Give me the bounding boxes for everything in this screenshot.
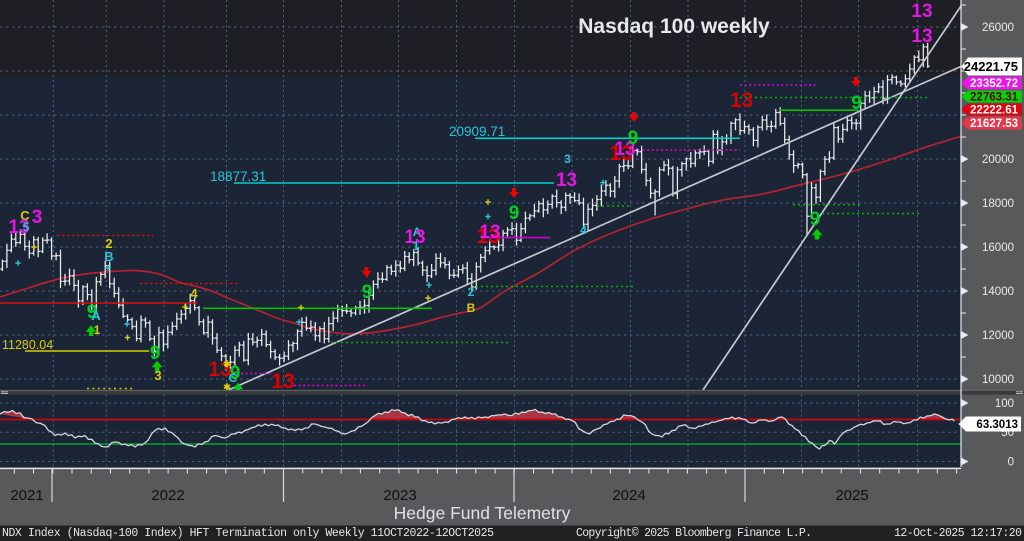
svg-text:13: 13 bbox=[476, 225, 499, 248]
svg-text:Nasdaq 100 weekly: Nasdaq 100 weekly bbox=[578, 15, 770, 38]
svg-text:9: 9 bbox=[150, 343, 161, 364]
svg-text:C: C bbox=[20, 208, 30, 223]
svg-text:13: 13 bbox=[730, 89, 753, 112]
svg-text:13: 13 bbox=[479, 222, 500, 243]
svg-text:100: 100 bbox=[995, 398, 1014, 410]
svg-text:0: 0 bbox=[1008, 457, 1014, 469]
svg-text:13: 13 bbox=[614, 139, 635, 160]
svg-text:2023: 2023 bbox=[383, 487, 416, 504]
svg-text:2021: 2021 bbox=[10, 487, 43, 504]
svg-text:9: 9 bbox=[628, 128, 639, 149]
svg-text:13: 13 bbox=[556, 170, 577, 191]
svg-text:13: 13 bbox=[609, 142, 632, 165]
svg-text:9: 9 bbox=[230, 363, 241, 384]
svg-text:3: 3 bbox=[564, 152, 571, 166]
svg-text:23352.72: 23352.72 bbox=[970, 78, 1018, 90]
svg-text:1: 1 bbox=[94, 323, 101, 337]
svg-text:16000: 16000 bbox=[982, 242, 1014, 254]
svg-text:14000: 14000 bbox=[982, 286, 1014, 298]
svg-text:20000: 20000 bbox=[982, 154, 1014, 166]
svg-text:5: 5 bbox=[23, 220, 30, 234]
svg-text:2022: 2022 bbox=[151, 487, 184, 504]
svg-text:✱: ✱ bbox=[223, 382, 231, 392]
svg-text:26000: 26000 bbox=[982, 22, 1014, 34]
svg-text:12000: 12000 bbox=[982, 330, 1014, 342]
svg-text:C: C bbox=[229, 371, 238, 385]
svg-text:2: 2 bbox=[468, 285, 475, 299]
svg-text:NDX Index (Nasdaq-100 Index) H: NDX Index (Nasdaq-100 Index) HFT Termina… bbox=[2, 527, 494, 540]
svg-text:9: 9 bbox=[362, 282, 373, 303]
svg-text:Hedge Fund Telemetry: Hedge Fund Telemetry bbox=[394, 503, 571, 523]
svg-text:63.3013: 63.3013 bbox=[976, 419, 1018, 431]
svg-text:13: 13 bbox=[208, 358, 231, 381]
svg-text:B: B bbox=[104, 249, 113, 264]
svg-text:24221.75: 24221.75 bbox=[964, 59, 1018, 74]
svg-text:B: B bbox=[467, 301, 476, 315]
svg-text:13: 13 bbox=[271, 370, 294, 393]
svg-text:18877.31: 18877.31 bbox=[210, 169, 266, 184]
svg-text:9: 9 bbox=[810, 209, 821, 230]
svg-text:20909.71: 20909.71 bbox=[449, 124, 505, 139]
svg-text:2025: 2025 bbox=[835, 487, 868, 504]
svg-text:4: 4 bbox=[190, 286, 198, 301]
svg-text:21627.53: 21627.53 bbox=[970, 118, 1018, 130]
svg-text:3: 3 bbox=[154, 368, 161, 383]
svg-text:Copyright© 2025 Bloomberg Fina: Copyright© 2025 Bloomberg Finance L.P. bbox=[576, 527, 812, 540]
svg-text:22222.61: 22222.61 bbox=[970, 105, 1019, 117]
svg-text:9: 9 bbox=[851, 93, 862, 114]
svg-text:11280.04: 11280.04 bbox=[2, 338, 53, 352]
svg-text:13: 13 bbox=[911, 26, 932, 47]
svg-text:✱: ✱ bbox=[223, 359, 231, 369]
svg-text:13: 13 bbox=[8, 217, 29, 238]
svg-text:13: 13 bbox=[911, 1, 932, 22]
svg-text:A: A bbox=[91, 308, 101, 323]
svg-text:12-Oct-2025 12:17:20: 12-Oct-2025 12:17:20 bbox=[894, 527, 1022, 540]
svg-text:9: 9 bbox=[509, 203, 520, 224]
svg-text:13: 13 bbox=[404, 227, 425, 248]
svg-text:9: 9 bbox=[87, 302, 98, 323]
svg-text:A: A bbox=[413, 225, 422, 239]
svg-text:3: 3 bbox=[32, 207, 43, 228]
svg-text:22763.31: 22763.31 bbox=[970, 92, 1019, 104]
svg-text:1: 1 bbox=[413, 239, 420, 253]
svg-text:4: 4 bbox=[580, 223, 587, 237]
svg-text:10000: 10000 bbox=[982, 374, 1014, 386]
svg-text:18000: 18000 bbox=[982, 198, 1014, 210]
svg-text:2: 2 bbox=[105, 236, 112, 251]
svg-text:2024: 2024 bbox=[612, 487, 645, 504]
